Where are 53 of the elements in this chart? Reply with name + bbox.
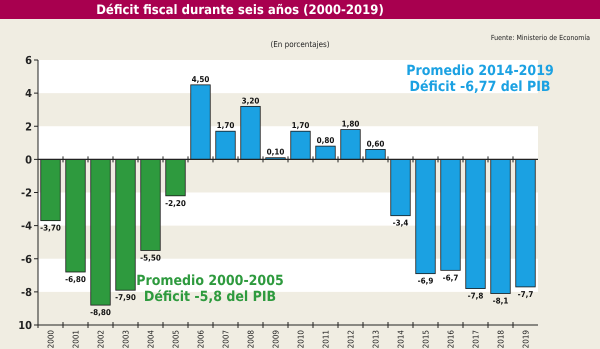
x-tick-label: 2003 (122, 330, 130, 348)
y-tick-label: 2 (25, 120, 32, 134)
y-tick-label: -8 (21, 286, 32, 299)
data-label: 4,50 (192, 74, 210, 84)
data-label: -6,9 (418, 276, 434, 286)
x-tick-label: 2006 (196, 330, 206, 348)
data-label: -7,90 (115, 293, 136, 302)
x-tick-label: 2011 (322, 330, 330, 348)
y-tick-label: 10 (18, 319, 32, 332)
x-tick-label: 2001 (72, 330, 80, 348)
x-tick-label: 2019 (522, 330, 530, 348)
data-label: -8,80 (90, 308, 111, 318)
x-tick-label: 2004 (146, 330, 156, 348)
x-tick-label: 2000 (46, 330, 56, 348)
data-label: -6,7 (442, 273, 458, 282)
y-tick-label: -6 (21, 252, 32, 266)
x-tick-label: 2018 (496, 330, 506, 348)
annotation: Promedio 2014-2019 Déficit -6,77 del PIB (406, 63, 554, 96)
data-label: -7,7 (518, 290, 534, 299)
x-tick-label: 2016 (446, 330, 456, 348)
data-label: 0,80 (316, 136, 334, 146)
data-label: 1,80 (342, 120, 360, 129)
data-label: 0,60 (366, 139, 384, 148)
x-tick-label: 2008 (246, 330, 256, 348)
text: (En porcentajes) (270, 40, 330, 49)
x-tick-label: 2015 (422, 330, 430, 348)
y-tick-label: 6 (25, 54, 32, 67)
chart-title: Déficit fiscal durante seis años (2000-2019) (96, 3, 384, 18)
y-tick-label: 0 (25, 153, 32, 166)
data-label: -3,70 (40, 224, 61, 233)
data-label: -2,20 (165, 198, 186, 208)
data-label: -3,4 (392, 218, 408, 228)
x-tick-label: 2005 (172, 330, 180, 348)
x-tick-label: 2007 (222, 330, 230, 348)
x-tick-label: 2010 (296, 330, 306, 348)
x-tick-label: 2002 (96, 330, 106, 348)
data-label: -5,50 (140, 253, 161, 262)
data-label: 0,10 (266, 148, 284, 157)
x-tick-label: 2013 (372, 330, 380, 348)
data-label: 1,70 (216, 121, 234, 130)
data-label: -8,1 (492, 296, 508, 306)
x-tick-label: 2012 (346, 330, 356, 348)
x-tick-label: 2014 (396, 330, 406, 348)
y-tick-label: -4 (21, 220, 32, 233)
y-tick-label: -2 (21, 186, 32, 200)
annotation: Promedio 2000-2005 Déficit -5,8 del PIB (136, 273, 284, 306)
x-tick-label: 2009 (272, 330, 280, 348)
y-tick-label: 4 (25, 87, 32, 100)
data-label: -7,8 (468, 292, 484, 301)
data-label: -6,80 (65, 275, 86, 284)
data-label: 1,70 (292, 121, 310, 130)
data-label: 3,20 (242, 96, 260, 106)
x-tick-label: 2017 (472, 330, 480, 348)
